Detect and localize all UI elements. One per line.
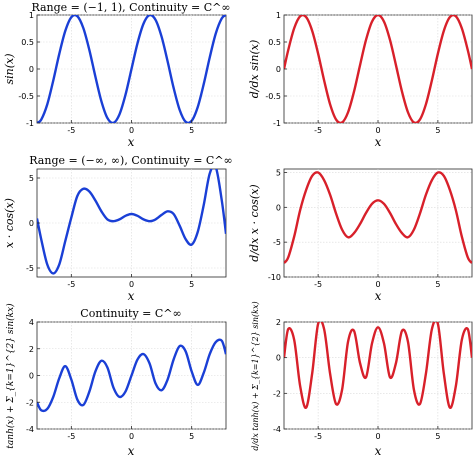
panel-title: Continuity = C^∞ (80, 307, 181, 320)
series-line (284, 15, 472, 123)
y-tick-label: 4 (29, 318, 34, 327)
y-tick-label: -4 (26, 425, 34, 434)
y-axis-label: d/dx tanh(x) + Σ_{k=1}^{2} sin(kx) (251, 301, 260, 450)
y-tick-label: 0 (276, 65, 281, 74)
series-line (37, 338, 226, 413)
x-tick-label: 5 (189, 280, 194, 289)
y-axis-label: sin(x) (3, 53, 16, 84)
x-tick-label: -5 (67, 126, 75, 135)
series-line (284, 322, 472, 409)
x-tick-label: 5 (435, 280, 440, 289)
x-axis-label: x (128, 444, 135, 458)
y-tick-label: 0.5 (268, 38, 281, 47)
x-tick-label: -5 (314, 432, 322, 441)
x-tick-label: 0 (129, 432, 134, 441)
panel-sin: -5 0 5 -1 -0.5 0 0.5 1 Range = (−1, 1), Continu… (3, 1, 231, 149)
x-tick-label: 0 (375, 126, 380, 135)
panel-tanh-sum-derivative: -5 0 5 -4 -2 0 2 x d/dx tanh(x) + Σ_{k=1}^{2} … (251, 301, 473, 458)
y-tick-label: -10 (268, 273, 281, 282)
y-tick-label: -2 (26, 398, 34, 407)
x-tick-label: 5 (435, 432, 440, 441)
y-tick-label: -5 (26, 264, 34, 273)
panel-xcos: -5 0 5 -5 0 5 Range = (−∞, ∞), Continuity = C… (3, 154, 233, 303)
x-tick-label: 0 (129, 280, 134, 289)
y-tick-label: 5 (29, 174, 34, 183)
y-tick-label: 0 (276, 354, 281, 363)
panel-sin-derivative: -5 0 5 -1 -0.5 0 0.5 1 x d/dx sin(x) (248, 11, 473, 149)
x-tick-label: 5 (189, 126, 194, 135)
y-tick-label: 1 (276, 11, 281, 20)
y-tick-label: 0 (29, 372, 34, 381)
series-line (37, 15, 226, 123)
x-axis-label: x (128, 289, 135, 303)
panel-tanh-sum: -5 0 5 -4 -2 0 2 4 Continuity = C^∞ x tanh(x) +… (5, 303, 227, 458)
y-tick-label: 0 (29, 219, 34, 228)
y-axis-label: d/dx sin(x) (248, 40, 261, 99)
y-tick-label: 0 (29, 65, 34, 74)
x-tick-label: 0 (375, 280, 380, 289)
y-tick-label: -2 (273, 389, 281, 398)
y-tick-label: -1 (273, 119, 281, 128)
x-tick-label: -5 (314, 126, 322, 135)
y-axis-label: tanh(x) + Σ_{k=1}^{2} sin(kx) (5, 303, 16, 449)
x-tick-label: 0 (129, 126, 134, 135)
y-tick-label: 2 (29, 345, 34, 354)
y-axis-label: d/dx x · cos(x) (248, 184, 261, 261)
x-axis-label: x (375, 444, 382, 458)
panel-title: Range = (−1, 1), Continuity = C^∞ (31, 1, 230, 14)
x-axis-label: x (375, 135, 382, 149)
x-tick-label: 5 (189, 432, 194, 441)
y-tick-label: -5 (273, 238, 281, 247)
x-tick-label: -5 (67, 432, 75, 441)
panel-title: Range = (−∞, ∞), Continuity = C^∞ (29, 154, 232, 167)
y-axis-label: x · cos(x) (3, 198, 16, 248)
x-tick-label: -5 (314, 280, 322, 289)
y-tick-label: -0.5 (265, 92, 281, 101)
x-axis-label: x (375, 289, 382, 303)
y-tick-label: 1 (29, 11, 34, 20)
y-tick-label: 2 (276, 318, 281, 327)
x-tick-label: -5 (67, 280, 75, 289)
x-axis-label: x (128, 135, 135, 149)
y-tick-label: -0.5 (18, 92, 34, 101)
y-tick-label: 0 (276, 203, 281, 212)
x-tick-label: 0 (375, 432, 380, 441)
x-tick-label: 5 (435, 126, 440, 135)
y-tick-label: -1 (26, 119, 34, 128)
series-line (284, 171, 472, 264)
series-line (37, 169, 226, 275)
y-tick-label: 5 (276, 168, 281, 177)
panel-xcos-derivative: -5 0 5 -10 -5 0 5 x d/dx x · cos(x) (248, 168, 473, 303)
y-tick-label: -4 (273, 425, 281, 434)
y-tick-label: 0.5 (21, 38, 34, 47)
